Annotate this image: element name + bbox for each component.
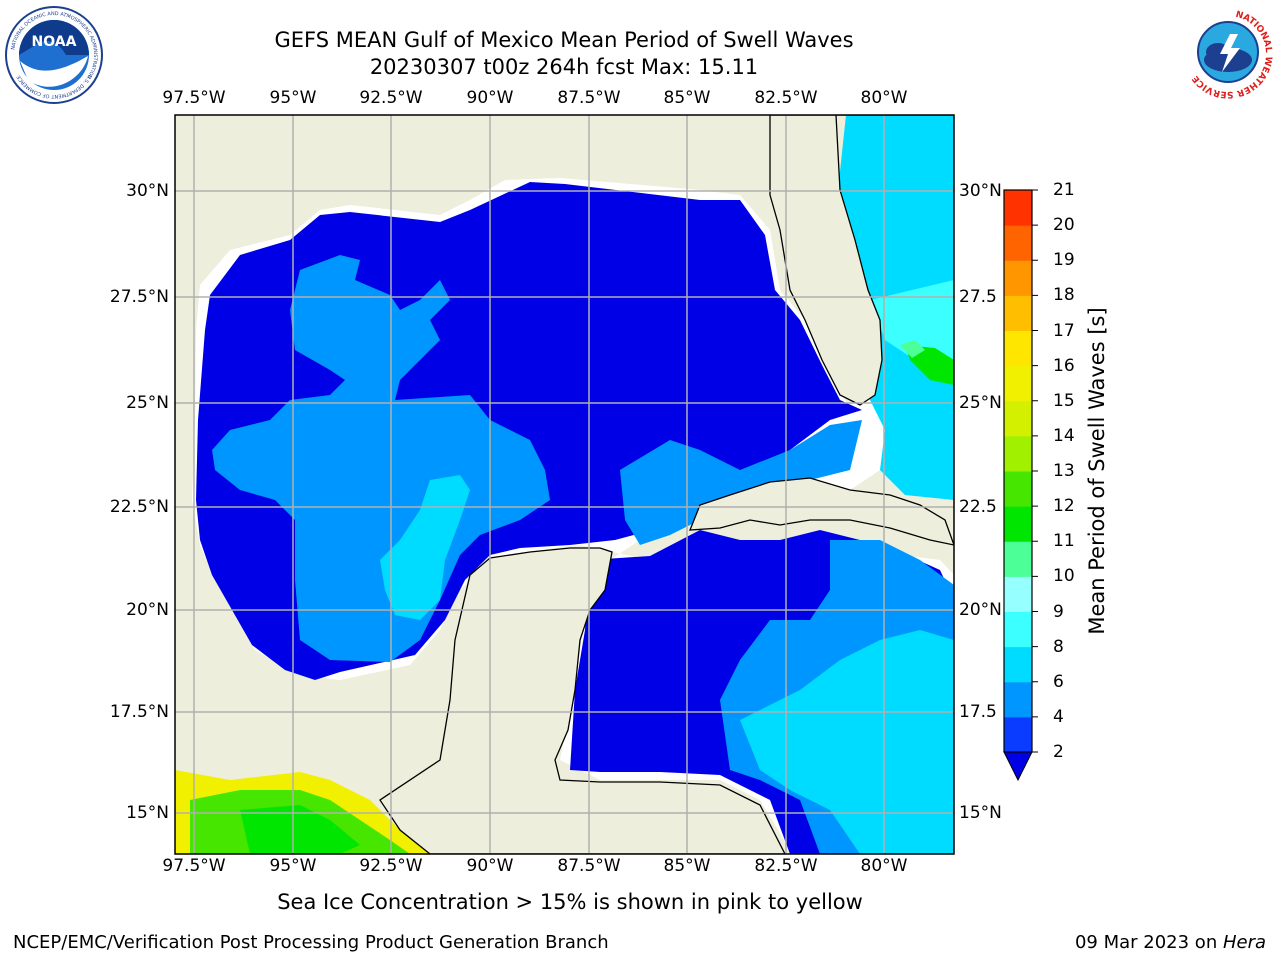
- colorbar-tick-label: 13: [1053, 461, 1075, 481]
- lat-label-left: 30°N: [126, 181, 169, 201]
- colorbar-tick-label: 4: [1053, 706, 1064, 727]
- colorbar-tick-label: 10: [1053, 566, 1075, 587]
- colorbar-segment: [1004, 716, 1032, 753]
- lat-label-right: 17.5: [959, 702, 997, 722]
- lon-label-bottom: 97.5°W: [162, 856, 226, 876]
- colorbar-segment: [1004, 435, 1032, 472]
- lat-label-right: 25°N: [959, 393, 1002, 413]
- colorbar-segment: [1004, 471, 1032, 507]
- colorbar-segment: [1004, 190, 1032, 226]
- lon-label-bottom: 85°W: [663, 856, 711, 876]
- colorbar-tick-label: 19: [1053, 250, 1075, 271]
- lat-label-right: 30°N: [959, 181, 1002, 201]
- lon-label-top: 87.5°W: [557, 88, 621, 108]
- map-gridlines: [175, 115, 954, 854]
- lon-label-bottom: 90°W: [466, 856, 514, 876]
- lat-label-left: 22.5°N: [109, 497, 169, 517]
- lat-label-right: 20°N: [959, 600, 1002, 620]
- lon-label-top: 82.5°W: [754, 88, 818, 108]
- chart-title-line2: 20230307 t00z 264h fcst Max: 15.11: [369, 55, 759, 79]
- lon-label-top: 92.5°W: [359, 88, 423, 108]
- lon-label-top: 90°W: [466, 88, 514, 108]
- colorbar-tick-label: 17: [1053, 320, 1075, 341]
- footer-host: Hera: [1222, 932, 1266, 953]
- colorbar-segment: [1004, 400, 1032, 437]
- colorbar-segment: [1004, 295, 1032, 331]
- yucatan-peninsula: [379, 547, 786, 854]
- lat-label-left: 15°N: [126, 803, 169, 823]
- lon-label-bottom: 87.5°W: [557, 856, 621, 876]
- florida-peninsula: [769, 115, 954, 406]
- colorbar-under-triangle: [1003, 751, 1033, 782]
- colorbar-segment: [1004, 541, 1032, 577]
- lon-label-bottom: 92.5°W: [359, 856, 423, 876]
- colorbar-tick-label: 11: [1053, 531, 1075, 552]
- colorbar-segment: [1004, 611, 1032, 648]
- lat-label-left: 17.5°N: [109, 702, 169, 722]
- lon-label-top: 97.5°W: [162, 88, 226, 108]
- colorbar-tick-label: 16: [1053, 355, 1075, 376]
- colorbar-tick-label: 12: [1053, 496, 1075, 517]
- lat-label-right: 22.5: [959, 497, 997, 517]
- colorbar-segment: [1004, 260, 1032, 296]
- colorbar-tick-label: 14: [1053, 425, 1075, 446]
- colorbar-segment: [1004, 506, 1032, 542]
- colorbar-tick-label: 20: [1053, 215, 1075, 236]
- colorbar-segment: [1004, 330, 1032, 367]
- lon-label-bottom: 80°W: [860, 856, 908, 876]
- footer-date-text: 09 Mar 2023 on: [1074, 932, 1223, 953]
- lat-label-left: 20°N: [126, 600, 169, 620]
- lon-label-top: 85°W: [663, 88, 711, 108]
- lon-label-bottom: 95°W: [269, 856, 317, 876]
- colorbar: [1003, 189, 1038, 782]
- colorbar-segment: [1004, 576, 1032, 612]
- footer-date: 09 Mar 2023 on Hera: [1075, 932, 1266, 953]
- cuba-island: [689, 477, 954, 546]
- footer-credit: NCEP/EMC/Verification Post Processing Pr…: [13, 932, 609, 953]
- lat-label-right: 27.5: [959, 287, 997, 307]
- colorbar-tick-label: 9: [1053, 601, 1064, 622]
- colorbar-label: Mean Period of Swell Waves [s]: [1085, 307, 1109, 635]
- colorbar-tick-label: 8: [1053, 636, 1064, 657]
- lon-label-bottom: 82.5°W: [754, 856, 818, 876]
- gulf-swell-period-4to6: [212, 255, 550, 662]
- colorbar-tick-label: 2: [1053, 742, 1064, 762]
- noaa-logo: NOAA NATIONAL OCEANIC AND ATMOSPHERIC AD…: [4, 6, 104, 104]
- lat-label-left: 27.5°N: [109, 287, 169, 307]
- nws-logo: NATIONAL WEATHER SERVICE: [1178, 2, 1278, 100]
- noaa-logo-text: NOAA: [32, 34, 77, 50]
- colorbar-segment: [1004, 681, 1032, 718]
- colorbar-tick-label: 6: [1053, 671, 1064, 692]
- chart-title-line1: GEFS MEAN Gulf of Mexico Mean Period of …: [274, 28, 854, 52]
- colorbar-tick-label: 21: [1053, 180, 1075, 200]
- lat-label-left: 25°N: [126, 393, 169, 413]
- colorbar-tick-label: 18: [1053, 285, 1075, 306]
- lon-label-top: 95°W: [269, 88, 317, 108]
- lon-label-top: 80°W: [860, 88, 908, 108]
- colorbar-segment: [1004, 225, 1032, 261]
- map-frame: [174, 114, 955, 855]
- lat-label-right: 15°N: [959, 803, 1002, 823]
- colorbar-segment: [1004, 646, 1032, 683]
- sea-ice-note: Sea Ice Concentration > 15% is shown in …: [277, 890, 863, 914]
- colorbar-tick-label: 15: [1053, 390, 1075, 411]
- colorbar-segment: [1004, 365, 1032, 402]
